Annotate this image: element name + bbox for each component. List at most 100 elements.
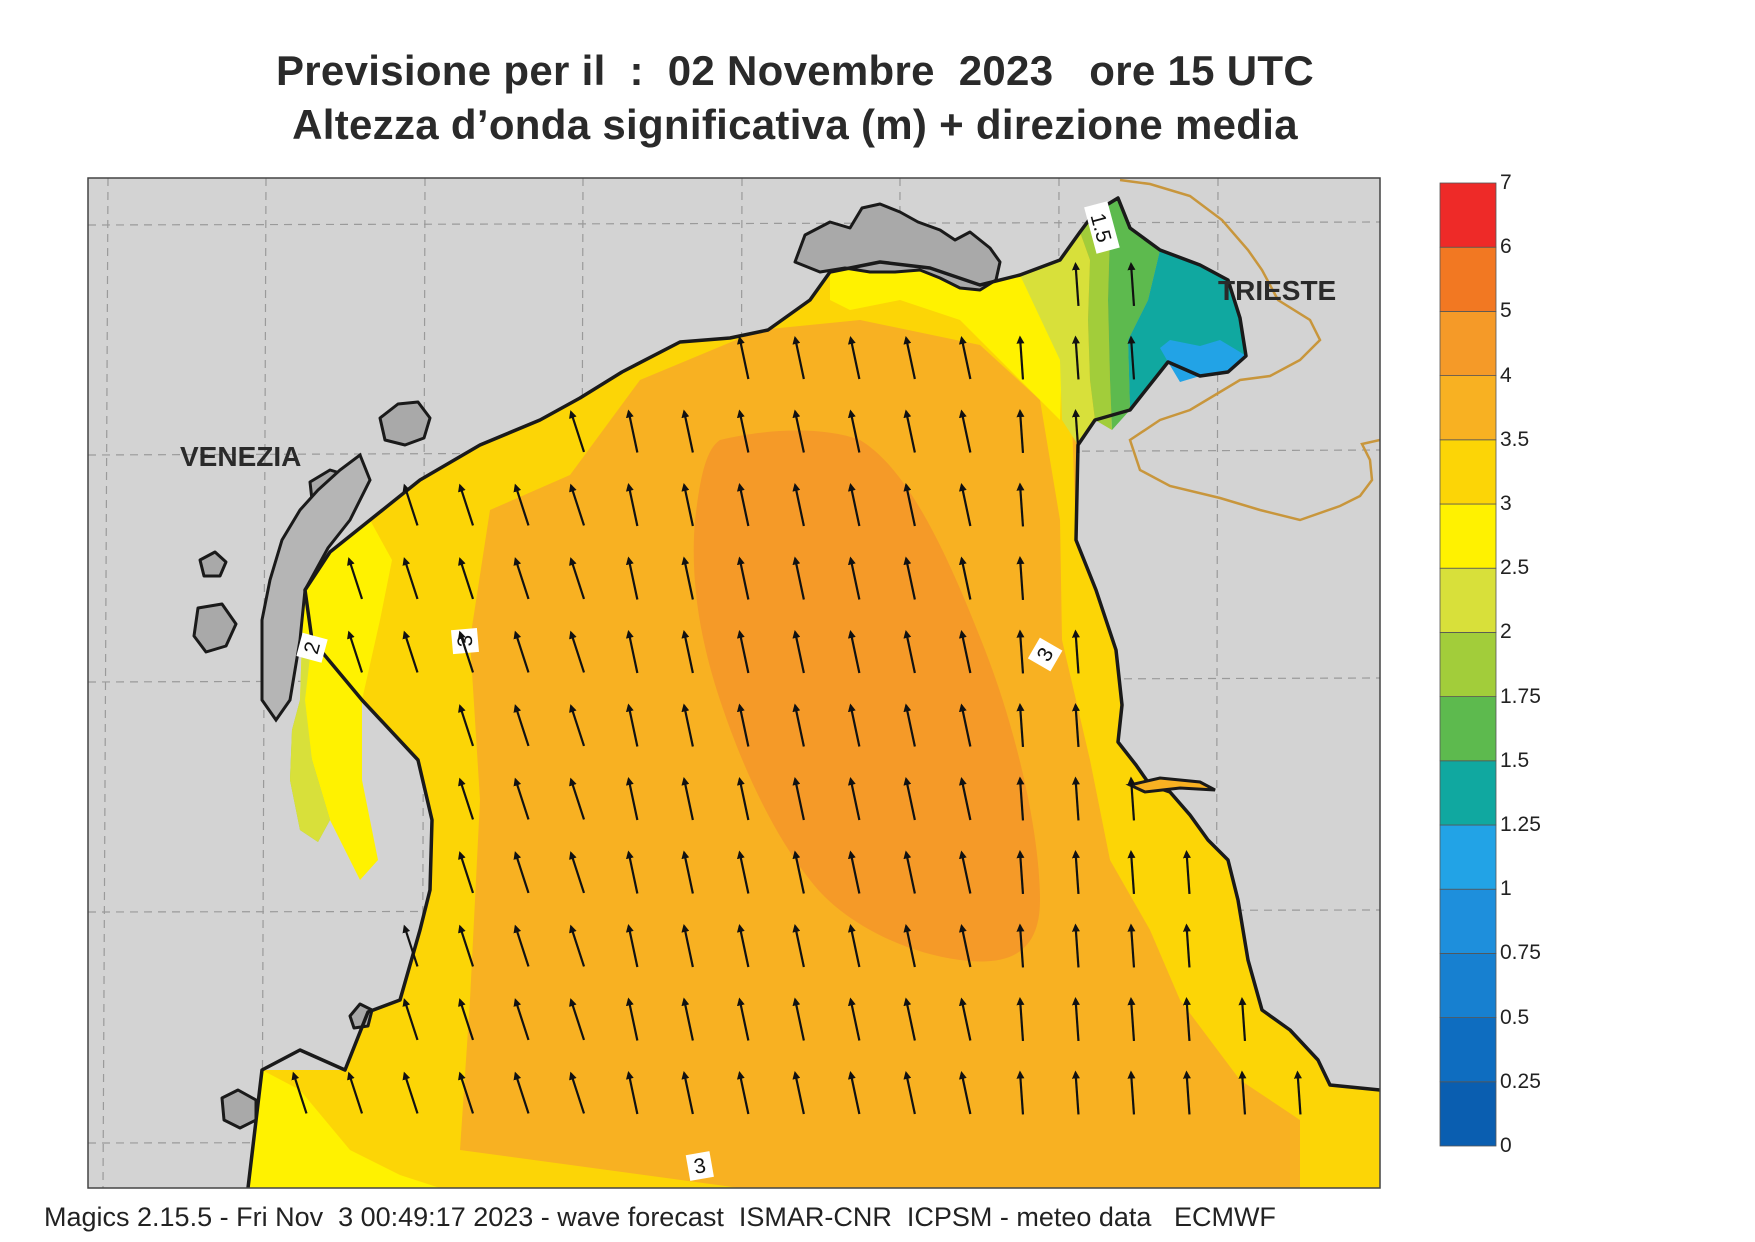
wave-arrow xyxy=(958,850,972,894)
wave-arrow xyxy=(903,924,916,968)
wave-arrow xyxy=(681,409,694,453)
wave-arrow xyxy=(402,557,419,600)
legend-swatch-3-5 xyxy=(1439,375,1497,441)
wave-arrow xyxy=(903,850,916,894)
wave-arrow xyxy=(792,850,805,894)
wave-arrow xyxy=(1016,850,1025,895)
istria-inlet xyxy=(1125,776,1216,794)
legend-label-3-5: 3.5 xyxy=(1500,427,1530,451)
wave-arrow xyxy=(1071,703,1080,748)
wave-arrow xyxy=(903,630,916,674)
legend-swatch-2-5 xyxy=(1439,503,1497,569)
band-2-5 xyxy=(248,1070,440,1188)
wave-arrow xyxy=(792,924,805,968)
band-1-75 xyxy=(1080,212,1112,430)
wave-arrow xyxy=(1016,482,1025,527)
wave-arrow xyxy=(1127,850,1136,895)
wave-arrow xyxy=(1071,409,1080,454)
wave-arrow xyxy=(903,409,916,453)
wave-arrow xyxy=(513,998,530,1041)
wave-arrow xyxy=(847,997,861,1041)
wave-arrow xyxy=(1016,335,1025,380)
legend-swatch-4 xyxy=(1439,310,1497,376)
legend-swatch-6 xyxy=(1439,182,1497,248)
legend-label-1-25: 1.25 xyxy=(1500,813,1541,836)
wave-arrow xyxy=(847,924,861,968)
city-label-trieste: TRIESTE xyxy=(1218,275,1336,306)
map-frame xyxy=(87,177,1381,1189)
wave-arrow xyxy=(792,630,805,674)
wave-arrow xyxy=(1182,997,1191,1042)
footer-credit: Magics 2.15.5 - Fri Nov 3 00:49:17 2023 … xyxy=(44,1202,1276,1232)
wave-arrow xyxy=(681,630,694,674)
wave-arrow xyxy=(458,924,475,967)
wave-arrow xyxy=(625,483,639,527)
wave-arrow xyxy=(903,556,916,600)
wave-arrow xyxy=(903,997,916,1041)
wave-arrow xyxy=(402,1071,419,1114)
lagoon-area xyxy=(260,452,372,723)
wave-arrow xyxy=(903,1071,916,1115)
contour-label-2: 2 xyxy=(300,639,325,656)
wave-arrow xyxy=(569,483,586,526)
legend-label-6: 6 xyxy=(1500,235,1512,259)
wave-arrow xyxy=(681,556,694,600)
wave-arrow xyxy=(513,704,530,747)
wave-arrow xyxy=(347,630,364,673)
wave-arrow xyxy=(1127,335,1136,380)
legend-label-5: 5 xyxy=(1500,299,1512,323)
wave-arrow xyxy=(681,1071,694,1115)
legend-label-7: 7 xyxy=(1500,171,1512,194)
wave-arrow xyxy=(1016,629,1025,674)
wave-arrow xyxy=(402,483,419,526)
wave-arrow xyxy=(903,483,916,527)
wave-arrow xyxy=(681,703,694,747)
legend-swatch-0 xyxy=(1439,1081,1497,1147)
colour-legend xyxy=(1439,182,1497,1147)
wave-arrow xyxy=(1127,997,1136,1042)
wave-arrow xyxy=(1016,1070,1025,1115)
wave-arrow xyxy=(847,777,861,821)
wave-arrow xyxy=(513,777,530,820)
wave-arrow xyxy=(792,997,805,1041)
wave-arrow xyxy=(1071,776,1080,821)
legend-swatch-0-5 xyxy=(1439,953,1497,1019)
wave-arrow xyxy=(958,703,972,747)
legend-swatch-1 xyxy=(1439,824,1497,890)
wave-arrow xyxy=(1182,1070,1191,1115)
band-2-5-north xyxy=(830,262,1062,420)
wave-arrow xyxy=(458,704,475,747)
wave-arrow xyxy=(736,997,750,1041)
wave-arrow xyxy=(513,557,530,600)
legend-label-0-5: 0.5 xyxy=(1500,1005,1530,1029)
wave-arrow xyxy=(736,630,750,674)
wave-arrow xyxy=(458,630,475,673)
wave-arrow xyxy=(1182,850,1191,895)
wave-arrow xyxy=(625,850,639,894)
wave-arrow xyxy=(958,997,972,1041)
wave-arrow xyxy=(458,1071,475,1114)
wave-arrow xyxy=(513,851,530,894)
wave-arrow xyxy=(847,630,861,674)
wave-arrow xyxy=(736,703,750,747)
wave-arrow xyxy=(792,777,805,821)
wave-arrow xyxy=(681,777,694,821)
band-3-5 xyxy=(693,430,1040,962)
wave-arrow xyxy=(625,409,639,453)
wave-arrow xyxy=(792,409,805,453)
wave-arrow xyxy=(1127,1070,1136,1115)
contour-label-3-west: 3 xyxy=(454,634,478,648)
wave-arrow xyxy=(736,556,750,600)
wave-arrow xyxy=(1238,1070,1247,1115)
wave-arrow xyxy=(958,409,972,453)
wave-arrow xyxy=(347,557,364,600)
band-2-5-west xyxy=(300,520,392,880)
wave-arrow xyxy=(347,1071,364,1114)
legend-label-2-5: 2.5 xyxy=(1500,556,1530,580)
wave-arrow xyxy=(847,556,861,600)
legend-swatch-0-25 xyxy=(1439,1017,1497,1083)
wave-arrow xyxy=(402,998,419,1041)
title-line-2: Altezza d’onda significativa (m) + direz… xyxy=(292,101,1298,148)
title-line-1: Previsione per il : 02 Novembre 2023 ore… xyxy=(275,47,1315,94)
